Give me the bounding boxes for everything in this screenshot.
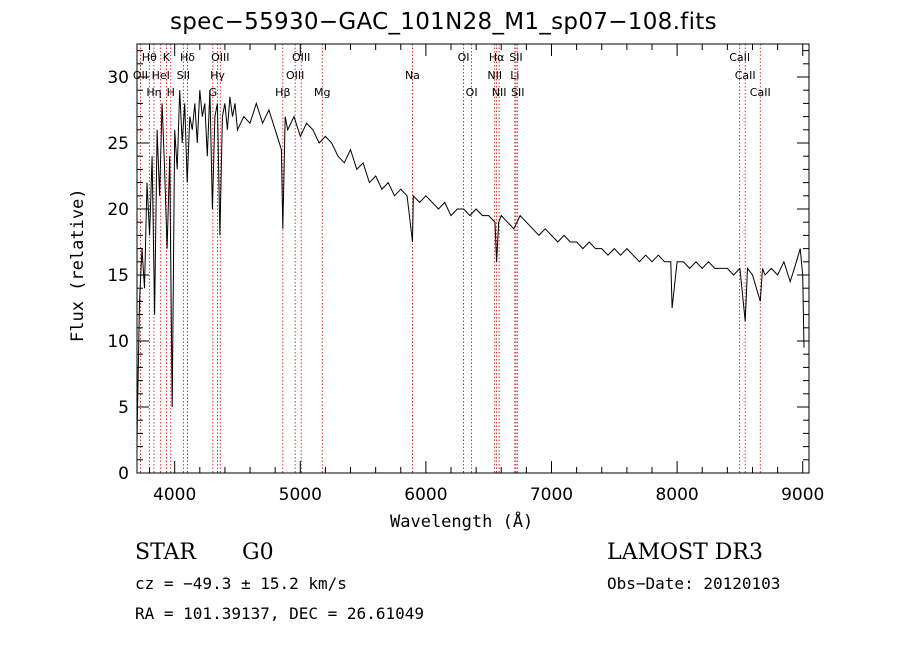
object-subclass: G0 (242, 540, 274, 565)
chart-title: spec−55930−GAC_101N28_M1_sp07−108.fits (170, 9, 717, 35)
redshift-cz: cz = −49.3 ± 15.2 km/s (135, 574, 347, 593)
y-tick-label: 0 (118, 464, 129, 484)
line-marker-label: CaII (729, 51, 750, 64)
x-tick-label: 6000 (404, 485, 447, 505)
line-marker-label: H (167, 86, 175, 99)
line-marker-label: G (209, 86, 218, 99)
line-marker-label: SII (509, 51, 522, 64)
line-marker-label: OIII (292, 51, 310, 64)
observation-date: Obs−Date: 20120103 (607, 574, 781, 593)
spectral-line-labels: Hθ K Hδ OIII OIII OI Hα SII CaII OII HeI SII Hγ OIII N… (133, 51, 771, 99)
object-class: STAR (135, 540, 196, 565)
line-marker-label: OI (458, 51, 470, 64)
line-marker-label: Li (510, 69, 519, 82)
line-marker-label: Hγ (210, 69, 225, 82)
plot-frame (136, 43, 810, 474)
y-tick-label: 30 (107, 68, 129, 88)
coordinates: RA = 101.39137, DEC = 26.61049 (135, 604, 424, 623)
survey-name: LAMOST DR3 (607, 540, 763, 565)
line-marker-label: CaII (750, 86, 771, 99)
x-tick-labels: 4000 5000 6000 7000 8000 9000 (153, 485, 824, 505)
spectral-line-markers (139, 44, 761, 473)
line-marker-label: OI (466, 86, 478, 99)
axis-ticks (137, 44, 809, 474)
x-tick-label: 7000 (530, 485, 573, 505)
x-tick-label: 8000 (655, 485, 698, 505)
line-marker-label: SII (511, 86, 524, 99)
y-tick-label: 25 (107, 134, 129, 154)
line-marker-label: OIII (211, 51, 229, 64)
y-tick-labels: 0 5 10 15 20 25 30 (107, 68, 129, 484)
line-marker-label: CaII (735, 69, 756, 82)
x-tick-label: 9000 (781, 485, 824, 505)
x-axis-label: Wavelength (Å) (390, 512, 534, 532)
line-marker-label: K (163, 51, 171, 64)
line-marker-label: Na (405, 69, 420, 82)
x-tick-label: 4000 (153, 485, 196, 505)
y-tick-label: 20 (107, 200, 129, 220)
line-marker-label: OII (133, 69, 148, 82)
line-marker-label: Hη (146, 86, 161, 99)
x-tick-label: 5000 (279, 485, 322, 505)
line-marker-label: NII (487, 69, 502, 82)
line-marker-label: OIII (286, 69, 304, 82)
line-marker-label: SII (177, 69, 190, 82)
line-marker-label: NII (492, 86, 507, 99)
y-tick-label: 5 (118, 398, 129, 418)
y-tick-label: 10 (107, 332, 129, 352)
y-tick-label: 15 (107, 266, 129, 286)
line-marker-label: Mg (314, 86, 330, 99)
line-marker-label: Hθ (142, 51, 157, 64)
spectrum-line (136, 90, 805, 441)
y-axis-label: Flux (relative) (68, 188, 88, 342)
line-marker-label: Hβ (275, 86, 290, 99)
line-marker-label: Hδ (180, 51, 195, 64)
line-marker-label: HeI (152, 69, 170, 82)
line-marker-label: Hα (489, 51, 505, 64)
